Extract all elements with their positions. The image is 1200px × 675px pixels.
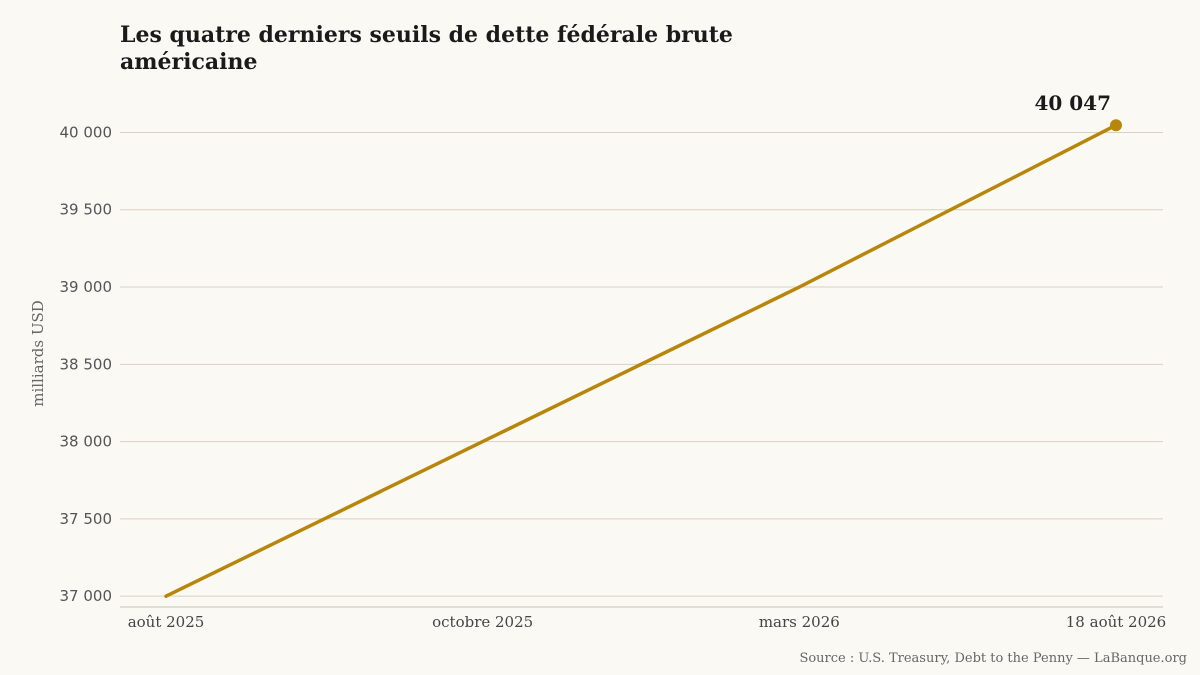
x-axis-ticks: août 2025 octobre 2025 mars 2026 18 août 20… <box>128 613 1167 631</box>
x-tick-label: 18 août 2026 <box>1066 613 1166 631</box>
data-point-last <box>1110 119 1122 132</box>
x-tick-label: août 2025 <box>128 613 205 631</box>
x-tick-label: octobre 2025 <box>432 613 533 631</box>
y-axis-label: milliards USD <box>29 300 47 407</box>
y-tick-label: 38 500 <box>60 355 113 373</box>
chart-title: Les quatre derniers seuils de dette fédé… <box>120 22 733 75</box>
series-group <box>164 119 1122 598</box>
data-label-last: 40 047 <box>1034 91 1111 115</box>
y-tick-label: 38 000 <box>60 433 113 451</box>
y-tick-label: 37 500 <box>60 510 113 528</box>
y-axis-ticks: 37 000 37 500 38 000 38 500 39 000 39 500 40 0… <box>60 123 113 605</box>
y-tick-label: 39 500 <box>60 201 113 219</box>
series-line <box>164 123 1118 598</box>
y-tick-label: 40 000 <box>60 123 113 141</box>
x-tick-label: mars 2026 <box>759 613 840 631</box>
y-tick-label: 37 000 <box>60 587 113 605</box>
y-tick-label: 39 000 <box>60 278 113 296</box>
source-note: Source : U.S. Treasury, Debt to the Penn… <box>799 651 1187 666</box>
grid-lines <box>120 131 1163 597</box>
